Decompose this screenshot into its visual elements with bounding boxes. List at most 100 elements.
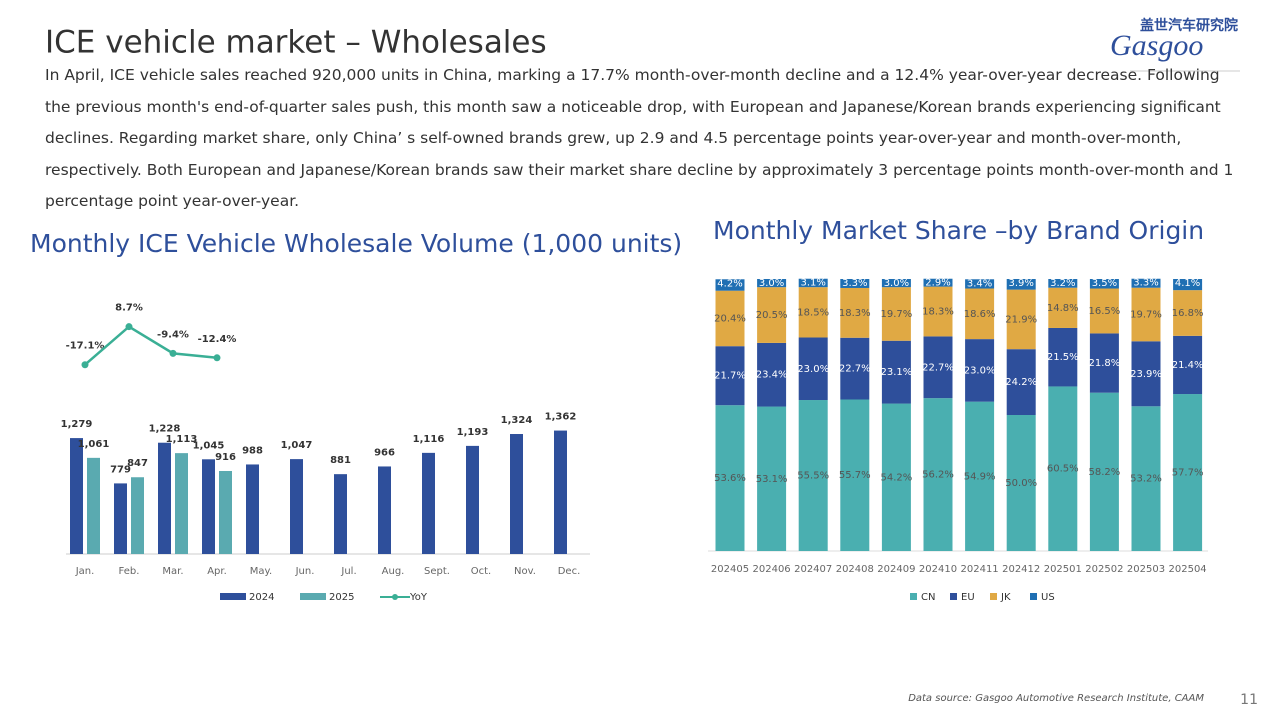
data-label: 16.5% — [1089, 306, 1121, 317]
bar-segment — [1089, 288, 1119, 334]
bar — [70, 438, 83, 554]
data-label: 1,324 — [501, 415, 533, 426]
x-tick-label: 202409 — [877, 564, 915, 575]
legend-swatch — [910, 593, 917, 600]
bar-segment — [715, 346, 745, 406]
data-label: 60.5% — [1047, 464, 1079, 475]
bar-segment — [757, 279, 787, 288]
data-label: 18.6% — [964, 309, 996, 320]
bar — [422, 452, 435, 554]
bar-segment — [715, 290, 745, 347]
data-label: 4.2% — [717, 278, 742, 289]
data-label: 53.2% — [1130, 474, 1162, 485]
bar-segment — [798, 337, 828, 401]
bar-segment — [881, 403, 911, 551]
data-label: 54.2% — [881, 472, 913, 483]
bar-segment — [1006, 289, 1036, 350]
bar-segment — [1048, 287, 1078, 328]
data-label: 779 — [110, 464, 131, 475]
bar-segment — [965, 401, 995, 551]
bar-segment — [840, 399, 870, 551]
x-tick-label: Jun. — [295, 566, 315, 577]
data-label: 19.7% — [1130, 309, 1162, 320]
bar — [378, 466, 391, 554]
bar-segment — [798, 287, 828, 338]
data-label: 21.5% — [1047, 352, 1079, 363]
bar-segment — [840, 337, 870, 400]
bar-segment — [1048, 327, 1078, 387]
data-label: 57.7% — [1172, 468, 1204, 479]
data-label: 23.0% — [964, 365, 996, 376]
data-label: 1,193 — [457, 427, 489, 438]
yoy-line — [84, 325, 218, 366]
x-tick-label: Jan. — [75, 566, 95, 577]
bar-segment — [1173, 279, 1203, 291]
data-label: 53.1% — [756, 474, 788, 485]
data-label: 1,116 — [413, 434, 445, 445]
x-tick-label: 202407 — [794, 564, 832, 575]
x-tick-label: 202405 — [711, 564, 749, 575]
data-label: 55.5% — [797, 471, 829, 482]
x-tick-label: Sept. — [424, 566, 450, 577]
bar-segment — [881, 287, 911, 341]
data-label: 21.7% — [714, 371, 746, 382]
bar — [510, 434, 523, 554]
data-label: -12.4% — [198, 334, 237, 345]
page-number: 11 — [1240, 692, 1258, 708]
data-label: 18.3% — [922, 307, 954, 318]
bar-segment — [1131, 287, 1161, 342]
logo-en: Gasgoo — [1110, 29, 1203, 62]
data-label: 3.3% — [842, 278, 867, 289]
x-tick-label: Mar. — [162, 566, 183, 577]
bar-segment — [1006, 415, 1036, 551]
chart-title: Monthly Market Share –by Brand Origin — [713, 216, 1204, 245]
data-label: 56.2% — [922, 470, 954, 481]
data-label: 18.5% — [797, 307, 829, 318]
data-label: 18.3% — [839, 308, 871, 319]
data-label: 53.6% — [714, 473, 746, 484]
bar-segment — [1006, 349, 1036, 415]
chart-title: Monthly ICE Vehicle Wholesale Volume (1,… — [30, 229, 682, 258]
x-tick-label: 202502 — [1085, 564, 1123, 575]
data-label: 1,061 — [78, 439, 110, 450]
bar-segment — [1173, 394, 1203, 551]
slide-title: ICE vehicle market – Wholesales — [45, 25, 547, 61]
x-tick-label: Aug. — [382, 566, 405, 577]
data-label: 3.1% — [800, 278, 825, 289]
x-tick-label: Apr. — [207, 566, 227, 577]
data-label: 22.7% — [839, 364, 871, 375]
bar — [466, 445, 479, 554]
bar-segment — [923, 336, 953, 399]
data-label: 8.7% — [115, 303, 143, 314]
bar-segment — [1089, 333, 1119, 393]
data-label: 3.5% — [1092, 278, 1117, 289]
data-label: 3.0% — [759, 278, 784, 289]
bar-segment — [965, 339, 995, 402]
data-label: 23.0% — [797, 364, 829, 375]
bar-segment — [1048, 279, 1078, 288]
data-label: 55.7% — [839, 470, 871, 481]
bar-segment — [881, 340, 911, 404]
data-label: 54.9% — [964, 471, 996, 482]
logo-cn: 盖世汽车研究院 — [1140, 17, 1238, 34]
bar-segment — [1173, 290, 1203, 336]
bar-segment — [1131, 341, 1161, 407]
bar — [334, 474, 347, 554]
data-label: 1,113 — [166, 434, 198, 445]
data-label: 3.3% — [1133, 278, 1158, 289]
bar-segment — [1131, 278, 1161, 288]
bar-segment — [715, 279, 745, 291]
bar-segment — [840, 287, 870, 338]
data-label: 4.1% — [1175, 278, 1200, 289]
legend-label: 2025 — [329, 592, 354, 603]
x-tick-label: May. — [250, 566, 272, 577]
bar — [114, 483, 127, 554]
legend-swatch — [392, 594, 398, 600]
bar-segment — [757, 342, 787, 407]
data-label: 1,228 — [149, 424, 181, 435]
bar — [219, 470, 232, 554]
data-label: 58.2% — [1089, 467, 1121, 478]
data-label: 21.4% — [1172, 360, 1204, 371]
